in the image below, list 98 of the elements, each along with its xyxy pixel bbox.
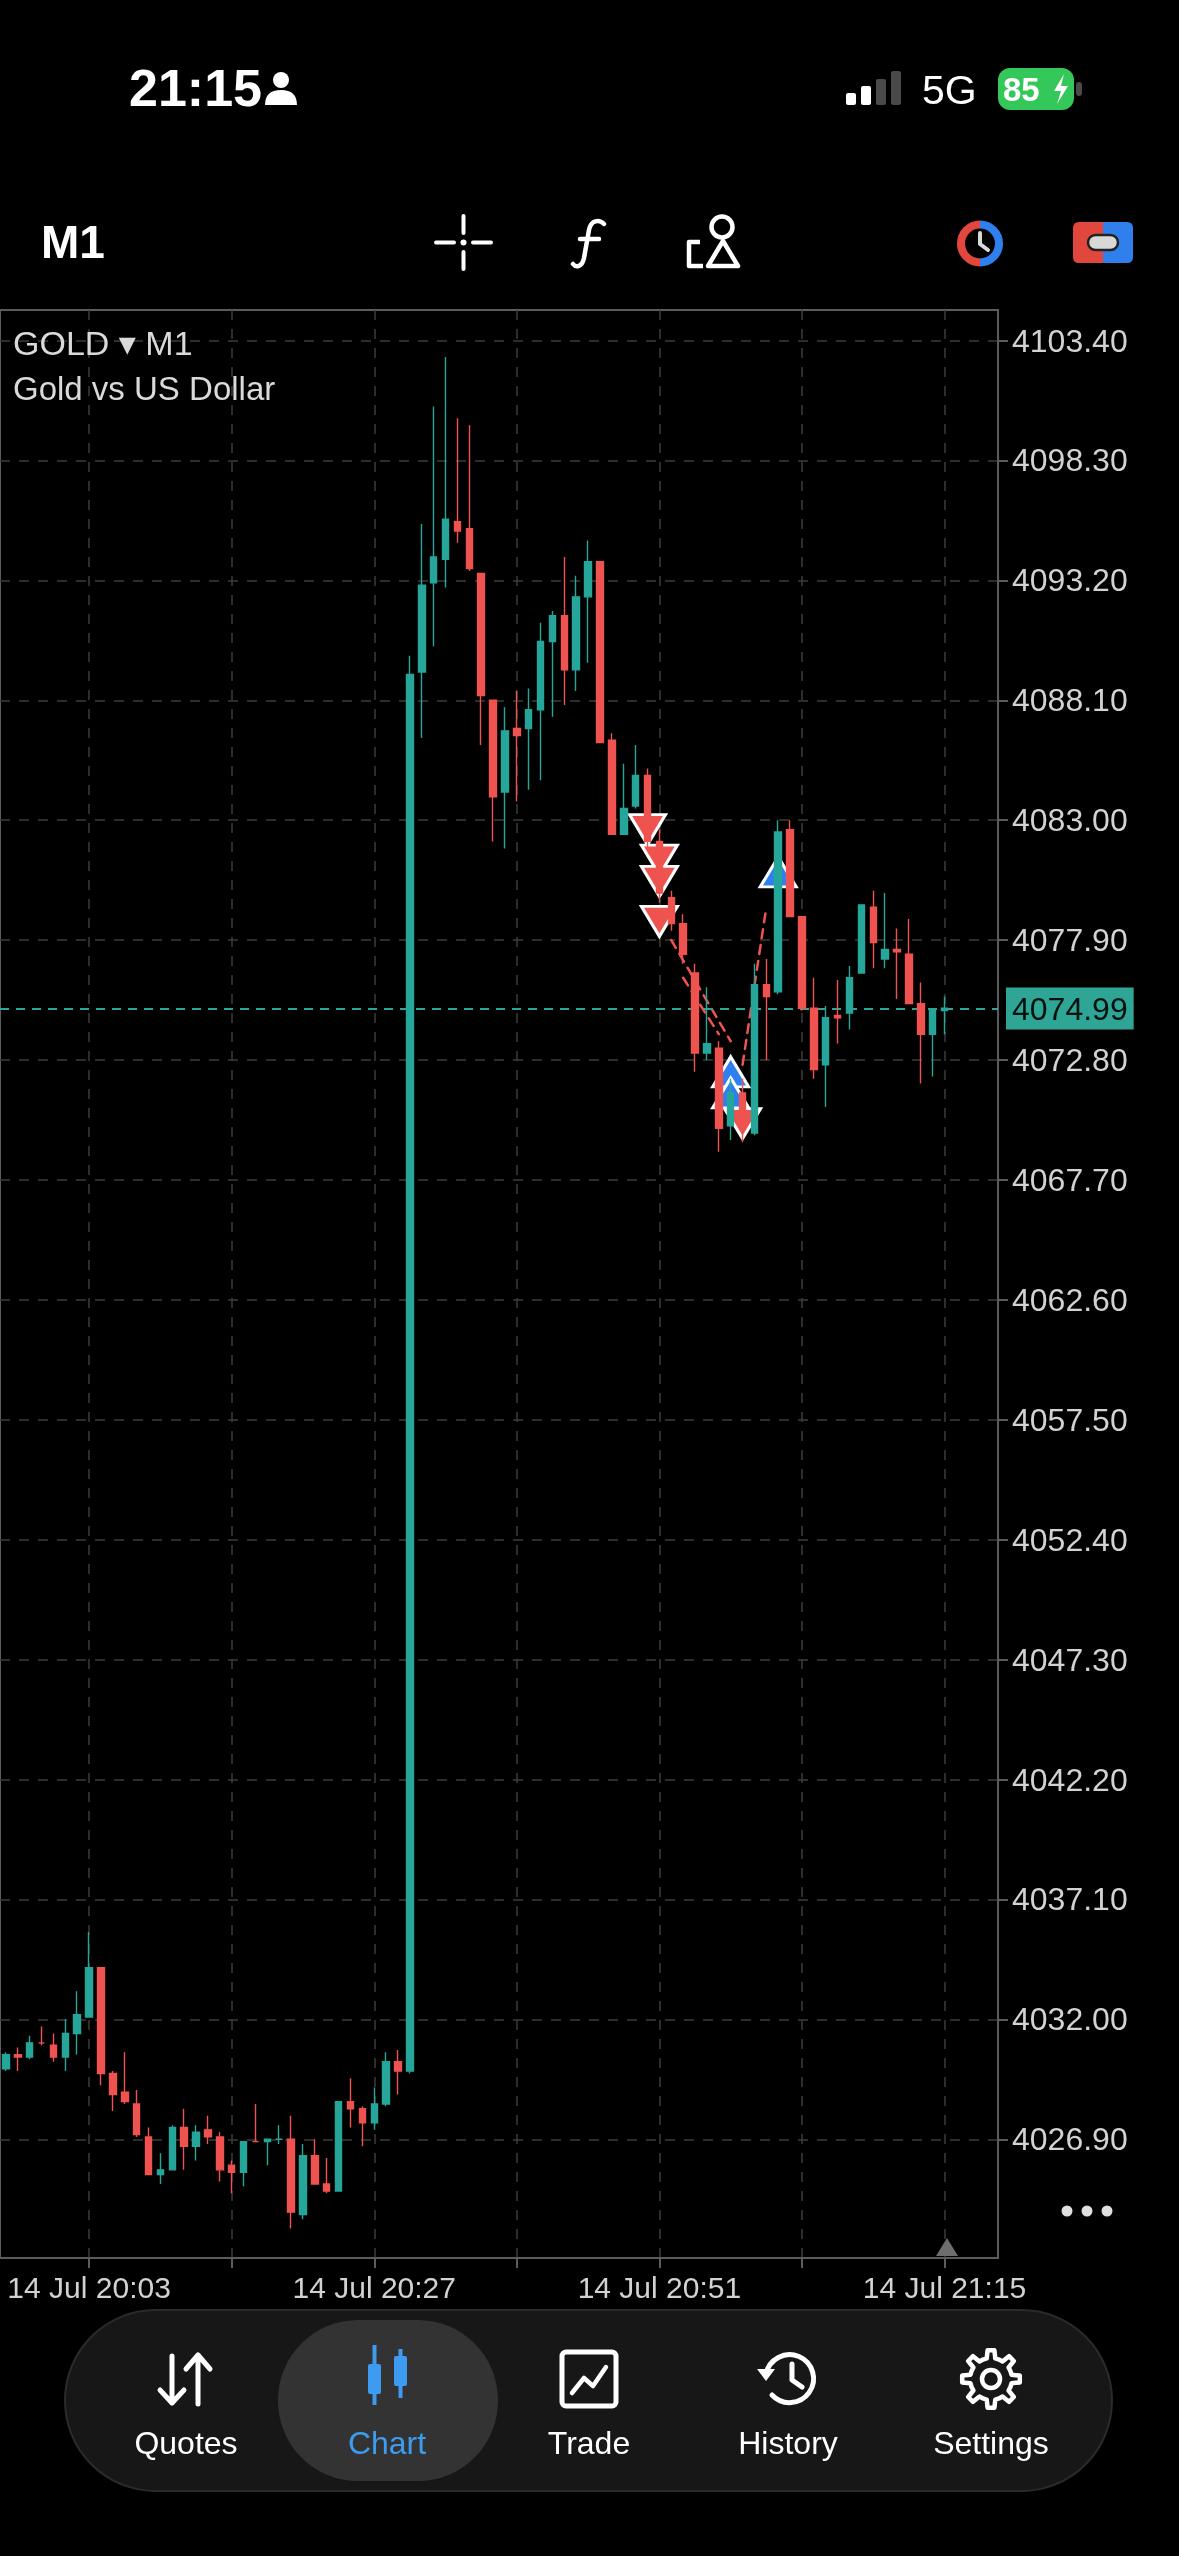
candlestick bbox=[548, 610, 557, 718]
y-tick-label: 4093.20 bbox=[1012, 562, 1128, 599]
y-tick-label: 4062.60 bbox=[1012, 1281, 1128, 1318]
candlestick bbox=[179, 2108, 189, 2171]
candlestick bbox=[1, 2051, 11, 2072]
candlestick bbox=[785, 819, 795, 918]
text: Gold vs US Dollar bbox=[13, 370, 276, 407]
candlestick bbox=[429, 405, 438, 647]
candlestick bbox=[322, 2157, 331, 2195]
text: Trade bbox=[547, 2425, 631, 2461]
candlestick bbox=[880, 892, 890, 970]
text: 21:15 bbox=[129, 59, 262, 117]
chart-title: GOLD ▾ M1 bbox=[13, 324, 193, 362]
candlestick bbox=[857, 904, 866, 974]
candlestick bbox=[84, 1931, 94, 2018]
candlestick bbox=[607, 732, 617, 836]
x-tick-label: 14 Jul 21:15 bbox=[862, 2270, 1027, 2304]
candlestick bbox=[536, 622, 545, 781]
candlestick bbox=[239, 2140, 248, 2187]
candlestick bbox=[619, 763, 629, 836]
y-tick-label: 4098.30 bbox=[1012, 442, 1128, 479]
y-tick-label: 4067.70 bbox=[1012, 1161, 1128, 1198]
candlestick bbox=[61, 2018, 70, 2072]
candlestick bbox=[144, 2126, 153, 2176]
y-tick-label: 4047.30 bbox=[1012, 1641, 1128, 1678]
candlestick bbox=[797, 915, 807, 1012]
y-tick-label: 4088.10 bbox=[1012, 682, 1128, 719]
x-tick-label: 14 Jul 20:27 bbox=[292, 2270, 456, 2304]
text: 5G bbox=[922, 66, 977, 113]
candlestick bbox=[453, 417, 462, 544]
candlestick bbox=[156, 2152, 165, 2185]
candlestick bbox=[49, 2032, 58, 2063]
candlestick bbox=[251, 2103, 260, 2143]
candlestick bbox=[381, 2051, 391, 2108]
candlestick bbox=[476, 572, 486, 746]
candlestick bbox=[358, 2105, 367, 2148]
candlestick bbox=[916, 981, 926, 1085]
candlestick bbox=[370, 2086, 379, 2131]
candlestick bbox=[560, 556, 569, 706]
candlestick bbox=[631, 744, 640, 810]
candlestick bbox=[215, 2131, 225, 2183]
candlestick bbox=[298, 2143, 308, 2220]
candlestick bbox=[37, 2025, 46, 2046]
candlestick bbox=[595, 560, 605, 744]
candlestick bbox=[13, 2046, 23, 2072]
y-tick-label: 4042.20 bbox=[1012, 1761, 1128, 1798]
candlestick bbox=[869, 890, 878, 970]
y-tick-label: 4052.40 bbox=[1012, 1521, 1128, 1558]
candlestick bbox=[96, 1966, 106, 2086]
candlestick bbox=[334, 2100, 343, 2192]
candlestick bbox=[168, 2124, 177, 2171]
candlestick bbox=[286, 2115, 296, 2230]
y-tick-label: 4032.00 bbox=[1012, 2001, 1128, 2038]
candlestick bbox=[132, 2089, 141, 2138]
candlestick bbox=[108, 2070, 118, 2112]
candlestick bbox=[274, 2124, 284, 2145]
candlestick bbox=[441, 356, 450, 589]
candlestick bbox=[524, 687, 533, 791]
candlestick bbox=[809, 977, 819, 1080]
text: Settings bbox=[933, 2425, 1049, 2461]
candlestick bbox=[417, 523, 427, 739]
text: Quotes bbox=[134, 2425, 238, 2461]
y-tick-label: 4026.90 bbox=[1012, 2121, 1128, 2158]
candlestick bbox=[393, 2049, 403, 2096]
y-tick-label: 4077.90 bbox=[1012, 922, 1128, 959]
candlestick bbox=[500, 706, 510, 850]
y-tick-label: 4037.10 bbox=[1012, 1881, 1128, 1918]
text: Chart bbox=[347, 2425, 427, 2461]
candlestick bbox=[583, 539, 593, 664]
candlestick bbox=[310, 2138, 320, 2185]
y-tick-label: 4103.40 bbox=[1012, 322, 1128, 359]
candlestick bbox=[488, 699, 498, 843]
text: History bbox=[738, 2425, 838, 2461]
candlestick bbox=[191, 2124, 201, 2162]
y-tick-label: 4072.80 bbox=[1012, 1042, 1128, 1079]
candlestick bbox=[773, 819, 783, 995]
candlestick bbox=[25, 2035, 34, 2061]
candlestick bbox=[571, 574, 581, 692]
candlestick bbox=[346, 2077, 355, 2129]
candlestick bbox=[512, 690, 522, 803]
candlestick bbox=[904, 918, 914, 1005]
candlestick bbox=[833, 979, 842, 1045]
ref-line-label: 4074.99 bbox=[1012, 990, 1128, 1027]
candlestick bbox=[263, 2138, 272, 2166]
candlestick bbox=[892, 927, 902, 1000]
candlestick bbox=[72, 1990, 82, 2056]
candlestick bbox=[120, 2051, 130, 2105]
x-tick-label: 14 Jul 20:03 bbox=[7, 2270, 171, 2304]
candlestick bbox=[227, 2159, 236, 2195]
candlestick bbox=[203, 2115, 213, 2145]
candlestick bbox=[465, 424, 474, 572]
y-tick-label: 4057.50 bbox=[1012, 1401, 1128, 1438]
text: 85 bbox=[1003, 70, 1040, 108]
x-tick-label: 14 Jul 20:51 bbox=[577, 2270, 742, 2304]
text: M1 bbox=[41, 216, 105, 268]
candlestick bbox=[726, 1078, 735, 1141]
y-tick-label: 4083.00 bbox=[1012, 802, 1128, 839]
candlestick bbox=[762, 958, 771, 1061]
